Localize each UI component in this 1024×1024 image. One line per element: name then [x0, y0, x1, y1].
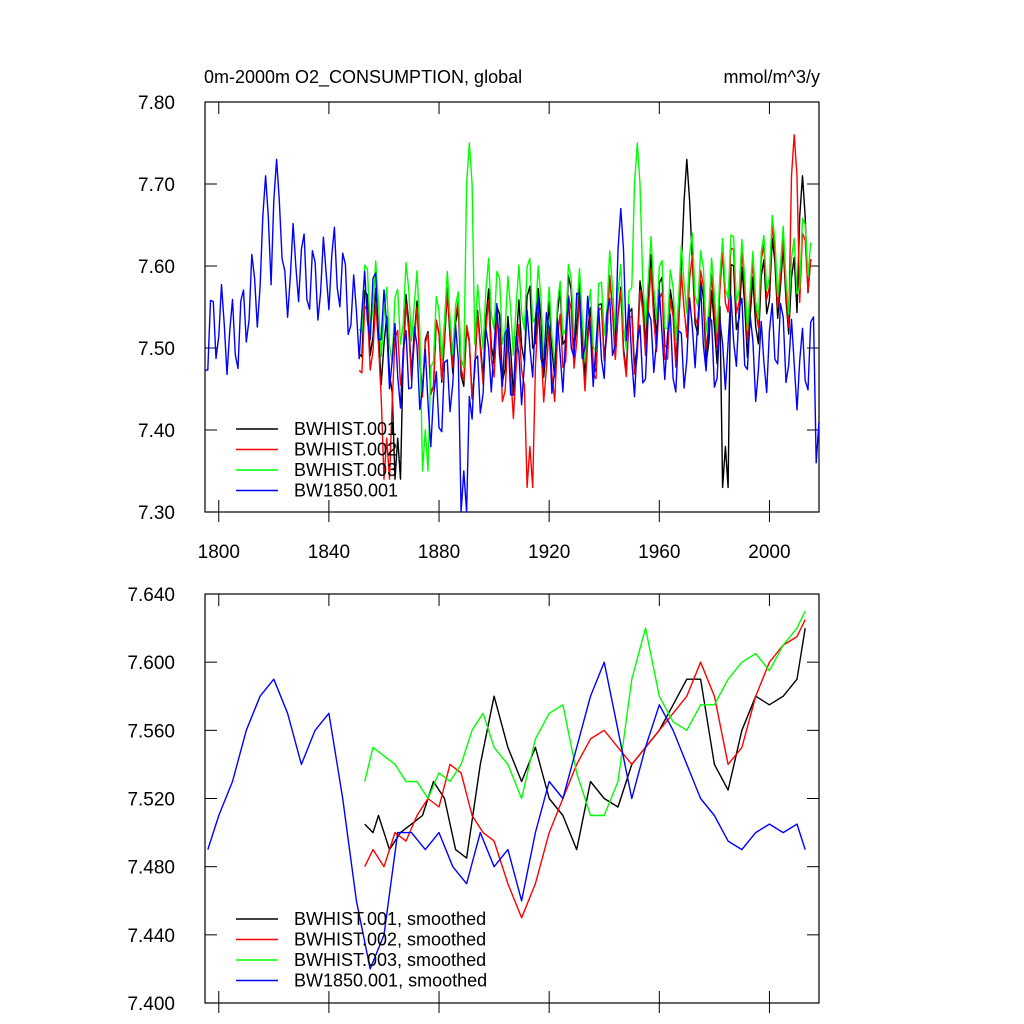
y-tick-label: 7.80 [138, 93, 175, 114]
y-tick-label: 7.440 [127, 926, 175, 947]
x-tick-label: 2000 [748, 542, 790, 563]
y-tick-label: 7.560 [127, 721, 175, 742]
legend-label: BWHIST.003, smoothed [294, 950, 486, 970]
top-panel: 1800 1840 1880 1920 1960 2000 7.30 7.40 7.50 7.60… [138, 93, 820, 563]
x-tick-label: 1880 [418, 542, 460, 563]
plot-frame [204, 101, 820, 513]
y-tick-label: 7.600 [127, 653, 175, 674]
x-tick-label: 1840 [308, 542, 350, 563]
series-line [364, 627, 806, 859]
y-tick-label: 7.480 [127, 858, 175, 879]
y-tick-label: 7.520 [127, 790, 175, 811]
series-line [204, 158, 820, 513]
legend-label: BW1850.001 [294, 481, 398, 501]
legend-label: BWHIST.002 [294, 440, 397, 460]
y-tick-label: 7.60 [138, 257, 175, 278]
x-tick-label: 1920 [528, 542, 570, 563]
series-line [358, 142, 812, 472]
chart-title-units: mmol/m^3/y [724, 67, 820, 87]
bottom-panel: 7.400 7.440 7.480 7.520 7.560 7.600 7.640 BWHIS… [127, 585, 820, 1015]
series-line [207, 661, 806, 970]
y-tick-label: 7.40 [138, 421, 175, 442]
y-tick-label: 7.400 [127, 994, 175, 1015]
legend-label: BWHIST.001 [294, 419, 397, 439]
y-tick-label: 7.50 [138, 339, 175, 360]
y-tick-label: 7.70 [138, 175, 175, 196]
x-tick-label: 1960 [638, 542, 680, 563]
series-line [364, 610, 806, 817]
legend-label: BW1850.001, smoothed [294, 971, 487, 991]
y-tick-label: 7.640 [127, 585, 175, 606]
x-tick-label: 1800 [198, 542, 240, 563]
legend-label: BWHIST.002, smoothed [294, 930, 486, 950]
legend-label: BWHIST.001, smoothed [294, 909, 486, 929]
legend-label: BWHIST.003 [294, 460, 397, 480]
series-line [364, 619, 806, 919]
y-tick-label: 7.30 [138, 503, 175, 524]
chart-title-left: 0m-2000m O2_CONSUMPTION, global [204, 67, 522, 88]
